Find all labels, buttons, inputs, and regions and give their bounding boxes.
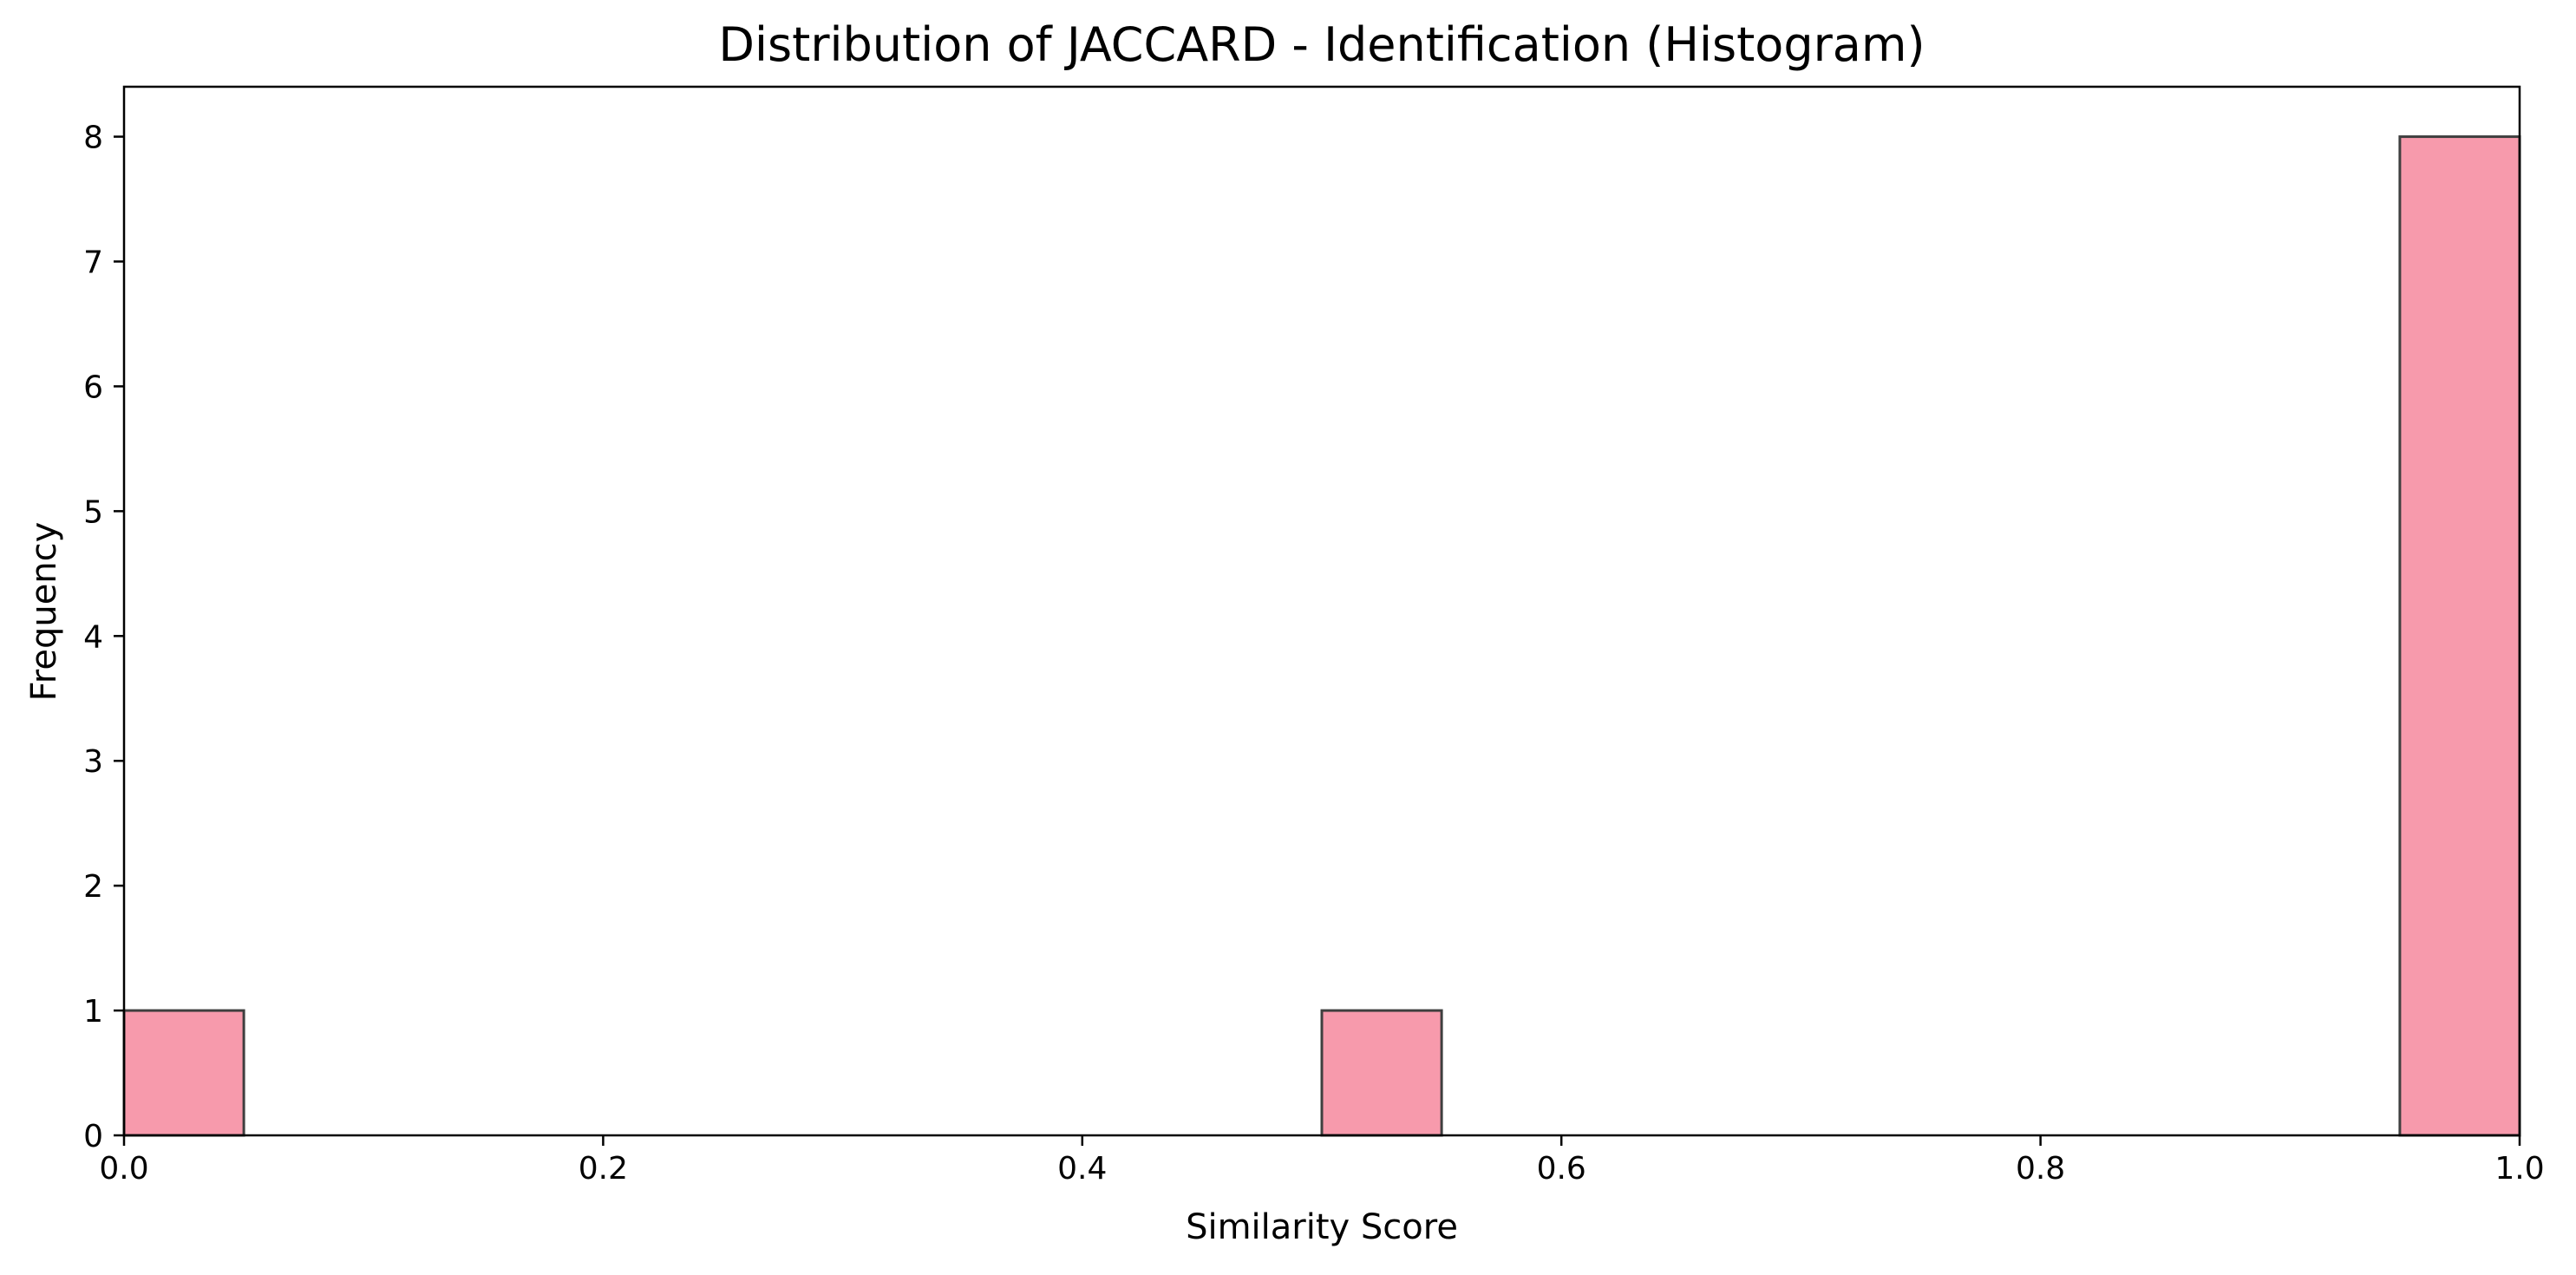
x-tick-label-5: 1.0 <box>2494 1151 2544 1187</box>
chart-title: Distribution of JACCARD - Identification… <box>718 17 1925 72</box>
y-tick-label-0: 0 <box>83 1119 103 1154</box>
histogram-bar-2 <box>2398 135 2521 1137</box>
histogram-bar-0 <box>122 1009 245 1137</box>
y-tick-label-1: 1 <box>83 994 103 1030</box>
y-tick-label-4: 4 <box>83 619 103 655</box>
x-axis-label: Similarity Score <box>1186 1207 1458 1247</box>
bars-group <box>122 135 2521 1137</box>
x-tick-label-4: 0.8 <box>2016 1151 2065 1187</box>
y-tick-label-2: 2 <box>83 869 103 905</box>
x-axis-ticks: 0.0 0.2 0.4 0.6 0.8 1.0 <box>99 1135 2545 1187</box>
y-axis-ticks: 0 1 2 3 4 5 6 7 8 <box>83 121 124 1154</box>
y-tick-label-7: 7 <box>83 245 103 281</box>
y-tick-label-3: 3 <box>83 744 103 780</box>
y-axis-label: Frequency <box>24 522 64 702</box>
x-tick-label-3: 0.6 <box>1537 1151 1586 1187</box>
x-tick-label-0: 0.0 <box>99 1151 148 1187</box>
x-tick-label-1: 0.2 <box>579 1151 628 1187</box>
plot-frame <box>122 85 2521 1137</box>
histogram-bar-1 <box>1320 1009 1443 1137</box>
x-tick-label-2: 0.4 <box>1057 1151 1107 1187</box>
y-tick-label-5: 5 <box>83 494 103 530</box>
y-tick-label-8: 8 <box>83 121 103 156</box>
y-tick-label-6: 6 <box>83 369 103 405</box>
